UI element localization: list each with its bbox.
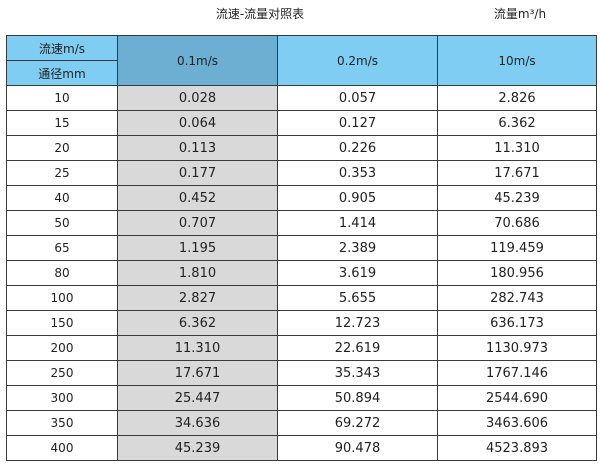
table-row: 15 0.064 0.127 6.362 <box>6 110 597 136</box>
velocity-header: 流速m/s <box>6 35 118 61</box>
flow-cell: 0.226 <box>277 135 438 161</box>
flow-cell: 282.743 <box>437 285 597 311</box>
table-row: 80 1.810 3.619 180.956 <box>6 260 597 286</box>
flow-cell: 22.619 <box>277 335 438 361</box>
flow-cell: 0.707 <box>117 210 278 236</box>
flow-cell: 4523.893 <box>437 435 597 461</box>
flow-cell: 17.671 <box>117 360 278 386</box>
flow-cell: 45.239 <box>117 435 278 461</box>
flow-cell: 0.113 <box>117 135 278 161</box>
diameter-header: 通径mm <box>6 60 118 86</box>
flow-cell: 2.826 <box>437 85 597 111</box>
flow-cell: 11.310 <box>437 135 597 161</box>
flow-cell: 2.827 <box>117 285 278 311</box>
table-row: 10 0.028 0.057 2.826 <box>6 85 597 111</box>
flow-cell: 6.362 <box>117 310 278 336</box>
flow-cell: 69.272 <box>277 410 438 436</box>
column-header-0.1: 0.1m/s <box>117 35 278 86</box>
flow-cell: 0.177 <box>117 160 278 186</box>
table-row: 400 45.239 90.478 4523.893 <box>6 435 597 461</box>
flow-cell: 119.459 <box>437 235 597 261</box>
diameter-cell: 20 <box>6 135 118 161</box>
diameter-cell: 65 <box>6 235 118 261</box>
flow-cell: 0.127 <box>277 110 438 136</box>
flow-cell: 0.452 <box>117 185 278 211</box>
flow-cell: 25.447 <box>117 385 278 411</box>
table-row: 25 0.177 0.353 17.671 <box>6 160 597 186</box>
flow-cell: 3463.606 <box>437 410 597 436</box>
flow-cell: 0.905 <box>277 185 438 211</box>
diameter-cell: 25 <box>6 160 118 186</box>
diameter-cell: 350 <box>6 410 118 436</box>
flow-cell: 45.239 <box>437 185 597 211</box>
flow-cell: 17.671 <box>437 160 597 186</box>
table-row: 350 34.636 69.272 3463.606 <box>6 410 597 436</box>
flow-cell: 1130.973 <box>437 335 597 361</box>
table-row: 65 1.195 2.389 119.459 <box>6 235 597 261</box>
diameter-cell: 250 <box>6 360 118 386</box>
diameter-cell: 40 <box>6 185 118 211</box>
flow-cell: 1.810 <box>117 260 278 286</box>
table-row: 250 17.671 35.343 1767.146 <box>6 360 597 386</box>
table-row: 200 11.310 22.619 1130.973 <box>6 335 597 361</box>
diameter-cell: 50 <box>6 210 118 236</box>
flow-cell: 2544.690 <box>437 385 597 411</box>
table-title: 流速-流量对照表 <box>215 7 305 21</box>
table-row: 50 0.707 1.414 70.686 <box>6 210 597 236</box>
flow-cell: 1.195 <box>117 235 278 261</box>
flow-cell: 2.389 <box>277 235 438 261</box>
unit-label: 流量m³/h <box>493 7 547 21</box>
table-row: 40 0.452 0.905 45.239 <box>6 185 597 211</box>
flow-cell: 0.064 <box>117 110 278 136</box>
flow-cell: 5.655 <box>277 285 438 311</box>
flow-table: 流速m/s 0.1m/s 0.2m/s 10m/s 通径mm 10 0.028 0.… <box>6 35 597 461</box>
column-header-0.2: 0.2m/s <box>277 35 438 86</box>
flow-cell: 1767.146 <box>437 360 597 386</box>
diameter-cell: 15 <box>6 110 118 136</box>
diameter-cell: 10 <box>6 85 118 111</box>
flow-cell: 636.173 <box>437 310 597 336</box>
flow-cell: 3.619 <box>277 260 438 286</box>
diameter-cell: 400 <box>6 435 118 461</box>
flow-cell: 0.353 <box>277 160 438 186</box>
table-row: 20 0.113 0.226 11.310 <box>6 135 597 161</box>
flow-cell: 90.478 <box>277 435 438 461</box>
flow-cell: 35.343 <box>277 360 438 386</box>
flow-cell: 11.310 <box>117 335 278 361</box>
flow-cell: 180.956 <box>437 260 597 286</box>
table-row: 300 25.447 50.894 2544.690 <box>6 385 597 411</box>
flow-cell: 50.894 <box>277 385 438 411</box>
diameter-cell: 80 <box>6 260 118 286</box>
flow-cell: 0.028 <box>117 85 278 111</box>
column-header-10: 10m/s <box>437 35 597 86</box>
table-row: 100 2.827 5.655 282.743 <box>6 285 597 311</box>
flow-cell: 34.636 <box>117 410 278 436</box>
diameter-cell: 100 <box>6 285 118 311</box>
diameter-cell: 200 <box>6 335 118 361</box>
flow-cell: 70.686 <box>437 210 597 236</box>
diameter-cell: 150 <box>6 310 118 336</box>
diameter-cell: 300 <box>6 385 118 411</box>
flow-cell: 1.414 <box>277 210 438 236</box>
flow-cell: 0.057 <box>277 85 438 111</box>
flow-cell: 6.362 <box>437 110 597 136</box>
flow-cell: 12.723 <box>277 310 438 336</box>
table-row: 150 6.362 12.723 636.173 <box>6 310 597 336</box>
